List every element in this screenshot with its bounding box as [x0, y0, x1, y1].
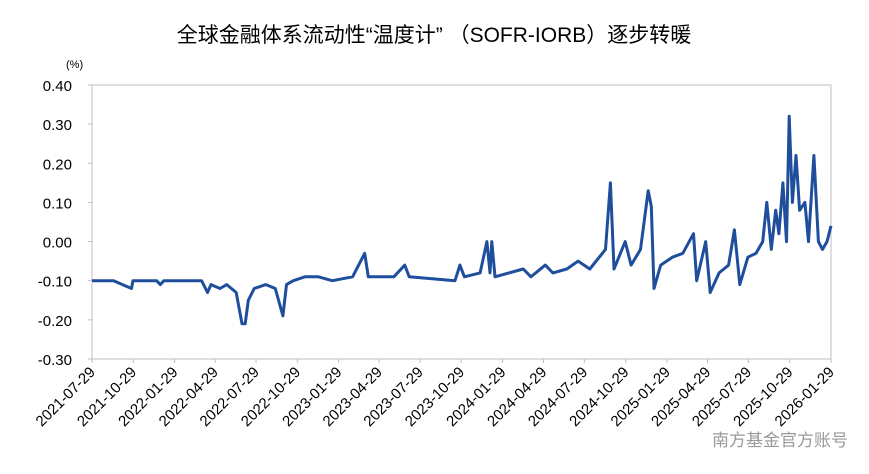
y-tick-label: -0.10 — [38, 274, 72, 291]
y-tick-label: 0.40 — [43, 78, 72, 95]
y-tick-label: -0.30 — [38, 352, 72, 369]
chart-title: 全球金融体系流动性“温度计” （SOFR-IORB）逐步转暖 — [177, 24, 692, 47]
y-tick-label: -0.20 — [38, 313, 72, 330]
y-tick-label: 0.10 — [43, 195, 72, 212]
y-unit: (%) — [66, 59, 83, 71]
y-tick-label: 0.00 — [43, 235, 72, 252]
y-tick-label: 0.20 — [43, 156, 72, 173]
y-tick-label: 0.30 — [43, 117, 72, 134]
series-line — [92, 114, 833, 326]
watermark: 南方基金官方账号 — [712, 431, 848, 450]
